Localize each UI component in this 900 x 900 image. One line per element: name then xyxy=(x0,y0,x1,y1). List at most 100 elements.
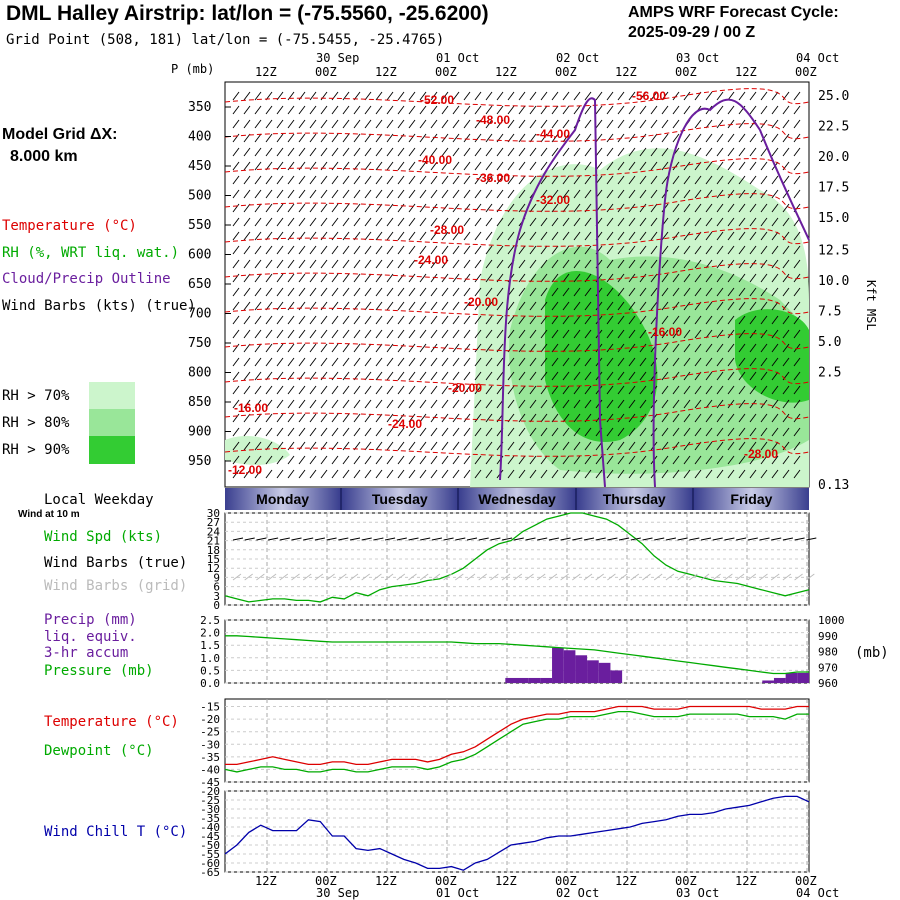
bottom-hour-label: 12Z xyxy=(615,874,637,888)
wind-barb xyxy=(309,343,317,353)
weekday-tuesday: Tuesday xyxy=(342,488,460,510)
wind-barb xyxy=(562,455,570,465)
bottom-hour-label: 12Z xyxy=(495,874,517,888)
wind-barb xyxy=(551,273,559,283)
wind-barb xyxy=(683,273,691,283)
wind-barb xyxy=(705,343,713,353)
wind-barb xyxy=(452,259,460,269)
wind-barb xyxy=(331,245,339,255)
wind-barb xyxy=(705,133,713,143)
wind-barb xyxy=(617,189,625,199)
forecast-cycle-line2: 2025-09-29 / 00 Z xyxy=(628,24,756,41)
wind-barb xyxy=(331,399,339,409)
wind-barb xyxy=(353,203,361,213)
wind-barb xyxy=(639,245,647,255)
wind-barb xyxy=(606,371,614,381)
wind-barb xyxy=(507,175,515,185)
forecast-cycle-line1: AMPS WRF Forecast Cycle: xyxy=(628,4,839,21)
wind-barb xyxy=(452,245,460,255)
wind-barb xyxy=(386,343,394,353)
wind-barb xyxy=(727,91,735,101)
wind-barb xyxy=(485,371,493,381)
wind-barb xyxy=(529,119,537,129)
wind-barb xyxy=(760,245,768,255)
precip-bar xyxy=(587,660,599,683)
wind-barb xyxy=(617,287,625,297)
wind-barb xyxy=(551,189,559,199)
wind-barb xyxy=(287,329,295,339)
wind-barb xyxy=(364,231,372,241)
wind-barb xyxy=(606,455,614,465)
wind-barb xyxy=(639,231,647,241)
wind-barb xyxy=(397,105,405,115)
wind-barb-grid xyxy=(302,573,312,581)
wind-barb xyxy=(474,441,482,451)
wind-barb xyxy=(584,469,592,479)
wind-barb xyxy=(738,105,746,115)
wind-barb xyxy=(562,147,570,157)
wind-barb xyxy=(419,301,427,311)
wind-barb xyxy=(694,189,702,199)
wind-barb xyxy=(617,385,625,395)
wind-barb xyxy=(353,245,361,255)
wind-barb xyxy=(782,105,790,115)
wind-barb xyxy=(474,147,482,157)
wind-barb xyxy=(595,119,603,129)
wind-barb-true xyxy=(595,537,606,541)
wind-barb xyxy=(386,315,394,325)
wind-barb xyxy=(496,371,504,381)
wind-barb xyxy=(727,343,735,353)
wind-barb xyxy=(749,371,757,381)
wind-barb xyxy=(320,119,328,129)
wind-barb xyxy=(287,357,295,367)
wind-barb xyxy=(452,203,460,213)
wind-barb xyxy=(298,315,306,325)
pressure-tick-label: 800 xyxy=(188,366,211,381)
wind-barb xyxy=(507,231,515,241)
precip-bar xyxy=(610,670,623,683)
wind-barb xyxy=(452,119,460,129)
wind-barb xyxy=(496,217,504,227)
wind-barb xyxy=(551,175,559,185)
wind-barb-grid xyxy=(326,573,335,581)
wind-barb xyxy=(606,133,614,143)
wind-barb xyxy=(661,147,669,157)
wind-barb xyxy=(540,469,548,479)
wind-barb xyxy=(617,371,625,381)
wind-barb xyxy=(639,315,647,325)
wind-barb xyxy=(320,273,328,283)
wind-barb xyxy=(485,287,493,297)
wind-barb xyxy=(452,91,460,101)
wind-barb xyxy=(485,133,493,143)
wind-barb xyxy=(683,315,691,325)
wind-barb xyxy=(782,343,790,353)
wind-barb xyxy=(298,203,306,213)
cloud-outline-2 xyxy=(652,98,810,488)
wind-barb xyxy=(584,301,592,311)
wind-barb-true xyxy=(502,537,513,541)
wind-barb xyxy=(738,175,746,185)
wind-barb xyxy=(265,259,273,269)
wind-barb xyxy=(320,147,328,157)
wind-barb xyxy=(573,105,581,115)
temp-contour-7 xyxy=(224,333,810,352)
wind-barb xyxy=(320,287,328,297)
wind-barb-grid xyxy=(630,573,640,581)
wind-barb xyxy=(793,399,801,409)
wind-barb xyxy=(232,301,240,311)
temp-contour-4 xyxy=(224,228,810,247)
wind-barb xyxy=(496,189,504,199)
wind-barb xyxy=(254,315,262,325)
wind-barb xyxy=(507,217,515,227)
wind-barb-grid xyxy=(361,573,370,581)
wind-barb-grid xyxy=(747,573,757,581)
wind-barb xyxy=(375,189,383,199)
wind-barb xyxy=(353,385,361,395)
wind-barb xyxy=(529,329,537,339)
wind-barb xyxy=(562,259,570,269)
wind-barb xyxy=(683,329,691,339)
wind-barb xyxy=(430,469,438,479)
wind-barb xyxy=(375,147,383,157)
wind-barb xyxy=(529,343,537,353)
wind-barb-grid xyxy=(560,573,569,581)
